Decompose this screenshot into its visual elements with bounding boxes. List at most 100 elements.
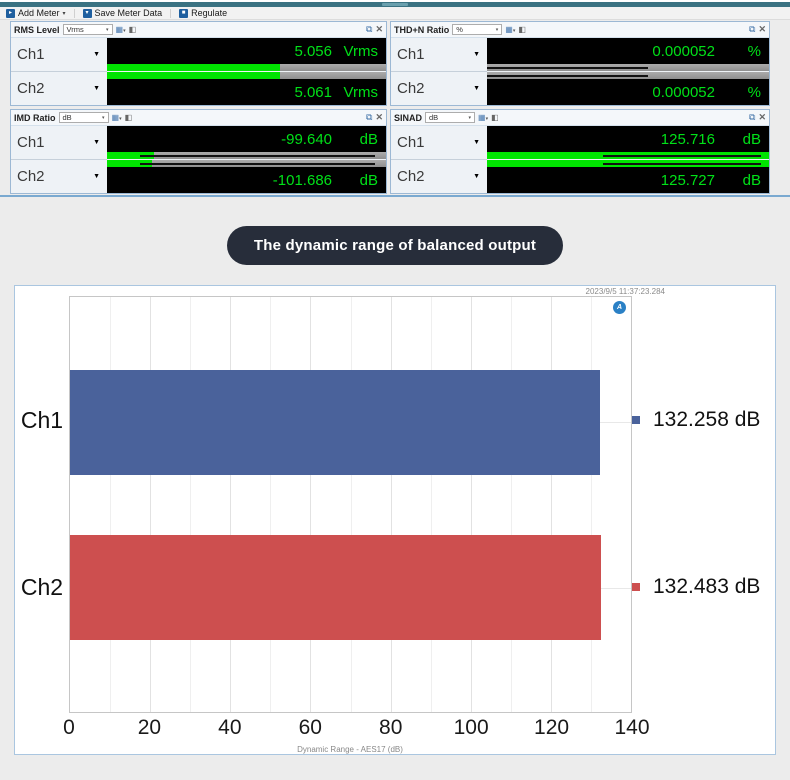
ap-logo-icon: A <box>613 301 626 314</box>
chevron-down-icon: ▼ <box>473 139 480 146</box>
meter-display-ch1: 5.056 Vrms <box>107 38 386 64</box>
panel-header: IMD Ratio dB ▾ ▦▾ ◧ ⧉ ✕ <box>11 110 386 126</box>
panel-title: IMD Ratio <box>14 112 56 123</box>
save-meter-data-button[interactable]: ▾ Save Meter Data <box>81 8 165 18</box>
close-icon[interactable]: ✕ <box>375 112 383 122</box>
display-options-icon[interactable]: ▦▾ <box>478 112 489 122</box>
unit-dropdown[interactable]: Vrms ▾ <box>62 24 113 35</box>
panel-title: RMS Level <box>14 24 60 35</box>
display-options-icon[interactable]: ▦▾ <box>115 24 126 34</box>
unit-dropdown[interactable]: dB ▾ <box>58 112 109 123</box>
display-options-icon[interactable]: ▦▾ <box>505 24 516 34</box>
channel-selector-ch2[interactable]: Ch2 ▼ <box>391 71 487 104</box>
panel-body: Ch1 ▼ Ch2 ▼ -99.640 dB -101.686 dB <box>11 126 386 193</box>
value-text-ch2: 132.483 dB <box>653 575 761 598</box>
panel-body: Ch1 ▼ Ch2 ▼ 125.716 dB 125.727 dB <box>391 126 769 193</box>
panel-settings-icon[interactable]: ◧ <box>518 24 526 34</box>
caption-pill: The dynamic range of balanced output <box>226 226 564 265</box>
chevron-down-icon: ▾ <box>495 26 499 33</box>
chevron-down-icon: ▼ <box>93 172 100 180</box>
channel-label-column: Ch1 ▼ Ch2 ▼ <box>391 38 487 105</box>
panel-header: THD+N Ratio % ▾ ▦▾ ◧ ⧉ ✕ <box>391 22 769 38</box>
meter-display-ch2: 125.727 dB <box>487 167 769 193</box>
x-axis-ticks: 0 20 40 60 80 100 120 140 <box>63 716 650 739</box>
dynamic-range-chart: 2023/9/5 11:37:23.284 A Ch1 Ch2 132.258 … <box>14 285 776 755</box>
save-icon: ▾ <box>82 8 92 18</box>
channel-selector-ch1[interactable]: Ch1 ▼ <box>397 134 480 151</box>
meter-display-ch2: 5.061 Vrms <box>107 79 386 105</box>
category-label-ch2: Ch2 <box>20 574 64 600</box>
meter-display-ch2: 0.000052% <box>487 79 769 105</box>
window-grip[interactable] <box>382 3 408 6</box>
meter-panel-rms-level: RMS Level Vrms ▾ ▦▾ ◧ ⧉ ✕ Ch1 ▼ Ch2 ▼ 5.056… <box>10 21 387 106</box>
chevron-down-icon: ▾ <box>62 10 66 17</box>
value-annotation-ch2: 132.483 dB <box>632 575 760 599</box>
meter-bar-ch2 <box>487 160 769 167</box>
legend-marker-ch1 <box>632 416 640 424</box>
value-annotation-ch1: 132.258 dB <box>632 408 760 432</box>
meter-display-column: 125.716 dB 125.727 dB <box>487 126 769 193</box>
channel-label-column: Ch1 ▼ Ch2 ▼ <box>11 38 107 105</box>
add-meter-button[interactable]: ▸ Add Meter ▾ <box>4 8 68 18</box>
channel-selector-ch1[interactable]: Ch1 ▼ <box>17 134 100 151</box>
panel-settings-icon[interactable]: ◧ <box>124 112 133 122</box>
window-edge <box>0 0 790 2</box>
chevron-down-icon: ▼ <box>473 84 480 92</box>
popout-icon[interactable]: ⧉ <box>749 112 756 122</box>
meter-display-column: 5.056 Vrms 5.061 Vrms <box>107 38 386 105</box>
panel-settings-icon[interactable]: ◧ <box>491 112 499 122</box>
toolbar-separator <box>170 8 172 18</box>
display-options-icon[interactable]: ▦▾ <box>111 112 122 122</box>
meter-display-ch1: -99.640 dB <box>107 126 386 152</box>
channel-selector-ch2[interactable]: Ch2 ▼ <box>11 159 107 192</box>
save-meter-data-label: Save Meter Data <box>94 8 163 18</box>
chevron-down-icon: ▼ <box>473 51 480 58</box>
toolbar-separator <box>73 8 75 18</box>
meter-toolbar: ▸ Add Meter ▾ ▾ Save Meter Data ■ Regula… <box>0 7 790 20</box>
add-meter-label: Add Meter <box>18 8 60 18</box>
popout-icon[interactable]: ⧉ <box>749 24 756 34</box>
legend-marker-ch2 <box>632 583 640 591</box>
chevron-down-icon: ▾ <box>101 114 105 121</box>
panel-body: Ch1 ▼ Ch2 ▼ 5.056 Vrms 5.061 Vrms <box>11 38 386 105</box>
panel-title: SINAD <box>394 112 423 123</box>
chart-timestamp: 2023/9/5 11:37:23.284 <box>585 287 665 296</box>
meter-panel-sinad: SINAD dB ▾ ▦▾ ◧ ⧉ ✕ Ch1 ▼ Ch2 ▼ 125.716 dB 1… <box>390 109 770 194</box>
channel-selector-ch2[interactable]: Ch2 ▼ <box>391 159 487 192</box>
panel-title: THD+N Ratio <box>394 24 450 35</box>
unit-dropdown[interactable]: dB ▾ <box>425 112 476 123</box>
unit-dropdown[interactable]: % ▾ <box>452 24 503 35</box>
chevron-down-icon: ▾ <box>468 114 472 121</box>
channel-selector-ch1[interactable]: Ch1 ▼ <box>17 46 100 63</box>
meter-display-column: -99.640 dB -101.686 dB <box>107 126 386 193</box>
meter-panel-imd-ratio: IMD Ratio dB ▾ ▦▾ ◧ ⧉ ✕ Ch1 ▼ Ch2 ▼ -99.640… <box>10 109 387 194</box>
close-icon[interactable]: ✕ <box>758 112 766 122</box>
window-title-bar <box>0 2 790 7</box>
panel-body: Ch1 ▼ Ch2 ▼ 0.000052% 0.000052% <box>391 38 769 105</box>
chevron-down-icon: ▾ <box>106 26 109 33</box>
close-icon[interactable]: ✕ <box>758 24 766 34</box>
chevron-down-icon: ▼ <box>473 172 480 180</box>
meter-bar-ch1 <box>487 64 769 71</box>
regulate-button[interactable]: ■ Regulate <box>177 8 229 18</box>
meter-grid: RMS Level Vrms ▾ ▦▾ ◧ ⧉ ✕ Ch1 ▼ Ch2 ▼ 5.056… <box>10 21 770 194</box>
bar-ch1 <box>70 369 600 476</box>
value-text-ch1: 132.258 dB <box>653 408 761 431</box>
channel-label-column: Ch1 ▼ Ch2 ▼ <box>11 126 107 193</box>
meter-bar-ch1 <box>107 64 386 71</box>
popout-icon[interactable]: ⧉ <box>366 24 373 34</box>
chevron-down-icon: ▼ <box>93 51 100 58</box>
channel-selector-ch1[interactable]: Ch1 ▼ <box>397 46 480 63</box>
channel-label-column: Ch1 ▼ Ch2 ▼ <box>391 126 487 193</box>
popout-icon[interactable]: ⧉ <box>366 112 373 122</box>
meter-display-ch1: 125.716 dB <box>487 126 769 152</box>
regulate-label: Regulate <box>191 8 228 18</box>
category-label-ch1: Ch1 <box>20 407 64 433</box>
chevron-down-icon: ▼ <box>93 139 100 146</box>
panel-header: RMS Level Vrms ▾ ▦▾ ◧ ⧉ ✕ <box>11 22 386 38</box>
close-icon[interactable]: ✕ <box>375 24 383 34</box>
section-divider <box>0 195 790 197</box>
panel-settings-icon[interactable]: ◧ <box>128 24 137 34</box>
bar-ch2 <box>70 534 601 641</box>
channel-selector-ch2[interactable]: Ch2 ▼ <box>11 71 107 104</box>
